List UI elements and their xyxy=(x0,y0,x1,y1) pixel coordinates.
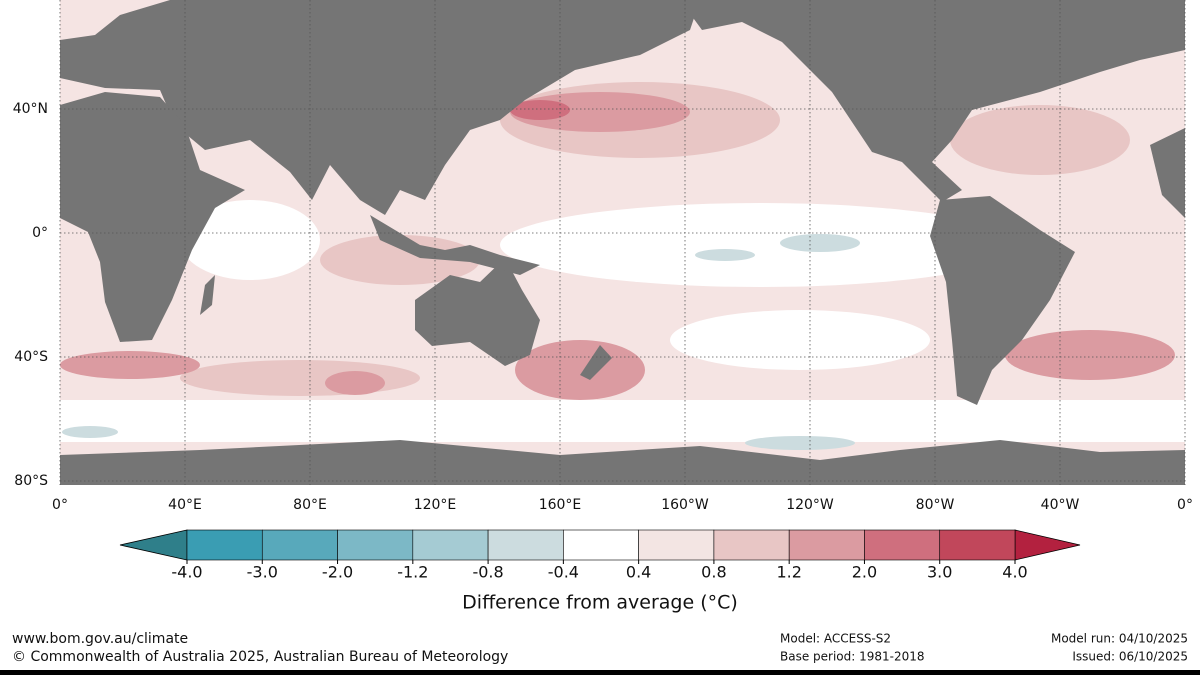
land-south-america xyxy=(930,196,1075,405)
colorbar-tick-label: 3.0 xyxy=(927,563,952,582)
lon-label: 160°W xyxy=(661,497,709,513)
colorbar-tick-label: 0.8 xyxy=(701,563,726,582)
colorbar-tick-label: -2.0 xyxy=(322,563,353,582)
land-antarctica xyxy=(60,440,1185,485)
colorbar xyxy=(119,529,1081,564)
lat-label: 80°S xyxy=(14,473,48,489)
colorbar-box xyxy=(713,529,790,561)
land-north-america xyxy=(680,0,1185,202)
colorbar-tick-label: 0.4 xyxy=(626,563,651,582)
colorbar-tick-label: 2.0 xyxy=(852,563,877,582)
land-new-zealand xyxy=(580,345,612,380)
anomaly-area xyxy=(670,310,930,370)
colorbar-box xyxy=(939,529,1016,561)
colorbar-tick-label: -4.0 xyxy=(171,563,202,582)
lat-label: 40°N xyxy=(13,101,48,117)
colorbar-box xyxy=(186,529,263,561)
anomaly-area xyxy=(320,235,480,285)
colorbar-box xyxy=(638,529,715,561)
colorbar-extend-max xyxy=(1014,529,1081,561)
bottom-bar xyxy=(0,670,1200,675)
footer-copyright: © Commonwealth of Australia 2025, Austra… xyxy=(12,649,508,665)
colorbar-box xyxy=(487,529,564,561)
colorbar-tick-label: -0.8 xyxy=(472,563,503,582)
lon-label: 80°E xyxy=(293,497,327,513)
anomaly-area xyxy=(180,200,320,280)
map xyxy=(59,0,1186,485)
lon-label: 40°E xyxy=(168,497,202,513)
colorbar-tick-label: -0.4 xyxy=(548,563,579,582)
colorbar-label: Difference from average (°C) xyxy=(462,592,738,614)
anomaly-area xyxy=(60,351,200,379)
land-africa-west xyxy=(1150,128,1185,218)
anomaly-area xyxy=(515,340,645,400)
colorbar-box xyxy=(412,529,489,561)
land-indonesia xyxy=(370,215,540,275)
footer-issued: Issued: 06/10/2025 xyxy=(1072,650,1188,664)
anomaly-area xyxy=(510,100,570,120)
anomaly-area xyxy=(695,249,755,261)
anomaly-area xyxy=(60,400,1185,442)
colorbar-tick-label: -3.0 xyxy=(247,563,278,582)
land-africa xyxy=(60,92,245,342)
colorbar-box xyxy=(261,529,338,561)
graticule xyxy=(59,0,1186,485)
anomaly-area xyxy=(780,234,860,252)
lon-label: 40°W xyxy=(1041,497,1080,513)
lon-label: 0° xyxy=(1177,497,1193,513)
colorbar-box xyxy=(563,529,639,561)
footer-model: Model: ACCESS-S2 xyxy=(780,632,891,646)
land-eurasia xyxy=(60,0,700,215)
footer-base-period: Base period: 1981-2018 xyxy=(780,650,925,664)
land-madagascar xyxy=(200,275,215,315)
lat-label: 40°S xyxy=(14,349,48,365)
lon-label: 120°W xyxy=(786,497,834,513)
lon-label: 120°E xyxy=(414,497,457,513)
colorbar-tick-label: 4.0 xyxy=(1002,563,1027,582)
lon-label: 80°W xyxy=(916,497,955,513)
anomaly-area xyxy=(500,203,1020,287)
anomaly-area xyxy=(745,436,855,450)
colorbar-extend-min xyxy=(119,529,188,561)
footer-url: www.bom.gov.au/climate xyxy=(12,631,188,647)
footer-model-run: Model run: 04/10/2025 xyxy=(1051,632,1188,646)
colorbar-tick-label: -1.2 xyxy=(397,563,428,582)
land-australia xyxy=(415,258,540,366)
colorbar-box xyxy=(864,529,941,561)
lon-label: 0° xyxy=(52,497,68,513)
colorbar-tick-label: 1.2 xyxy=(776,563,801,582)
anomaly-area xyxy=(62,426,118,438)
anomaly-area xyxy=(950,105,1130,175)
colorbar-box xyxy=(337,529,414,561)
colorbar-box xyxy=(788,529,865,561)
anomaly-area xyxy=(180,360,420,396)
anomaly-area xyxy=(1005,330,1175,380)
lon-label: 160°E xyxy=(539,497,582,513)
lat-label: 0° xyxy=(32,225,48,241)
anomaly-area xyxy=(325,371,385,395)
